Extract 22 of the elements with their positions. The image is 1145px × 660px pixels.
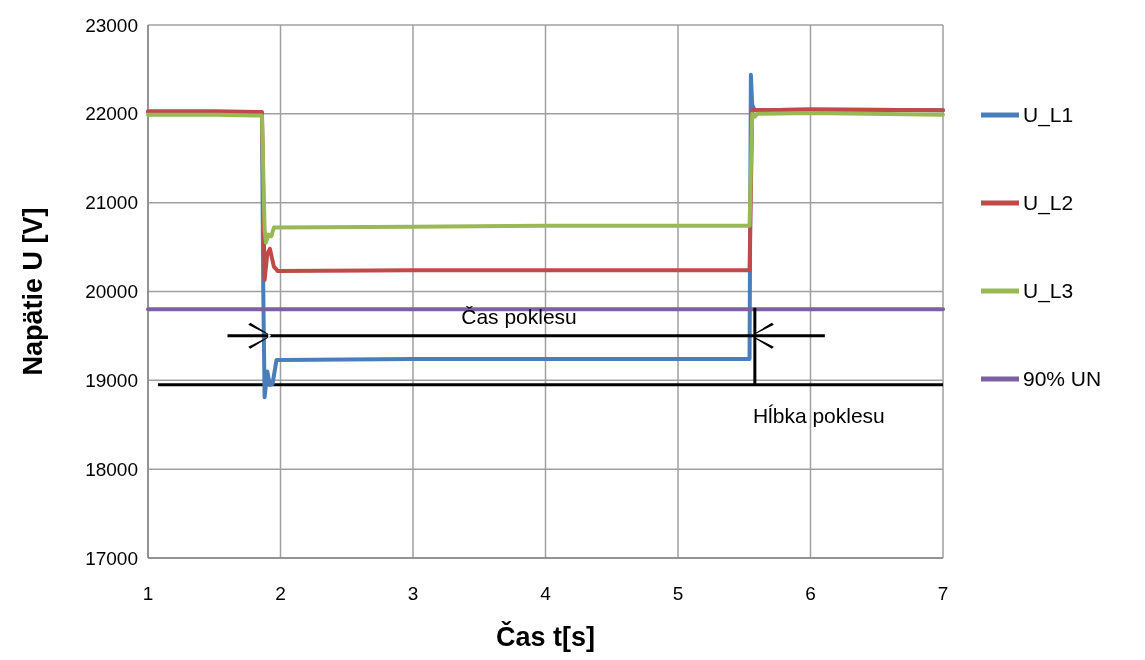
y-axis-title: Napätie U [V] bbox=[18, 207, 48, 376]
legend-label: U_L1 bbox=[1023, 103, 1074, 128]
x-tick-label: 1 bbox=[142, 583, 154, 604]
legend-label: 90% UN bbox=[1023, 367, 1102, 391]
legend-label: U_L3 bbox=[1023, 279, 1074, 304]
annotation: Hĺbka poklesu bbox=[752, 403, 885, 427]
annotation: Čas poklesu bbox=[461, 304, 577, 328]
y-tick-label: 19000 bbox=[85, 369, 138, 391]
legend-label: U_L2 bbox=[1023, 191, 1074, 216]
y-tick-label: 21000 bbox=[85, 192, 138, 214]
y-tick-label: 23000 bbox=[85, 14, 138, 36]
y-tick-label: 18000 bbox=[85, 458, 138, 480]
x-axis-title: Čas t[s] bbox=[495, 621, 596, 652]
y-tick-label: 17000 bbox=[85, 547, 138, 569]
x-tick-label: 5 bbox=[672, 583, 684, 604]
y-tick-label: 20000 bbox=[85, 281, 138, 303]
y-tick-label: 22000 bbox=[85, 103, 138, 125]
x-tick-label: 2 bbox=[275, 583, 286, 604]
x-tick-label: 4 bbox=[540, 583, 552, 604]
x-tick-label: 6 bbox=[805, 583, 816, 604]
x-tick-label: 3 bbox=[407, 583, 419, 604]
x-tick-label: 7 bbox=[937, 583, 949, 604]
